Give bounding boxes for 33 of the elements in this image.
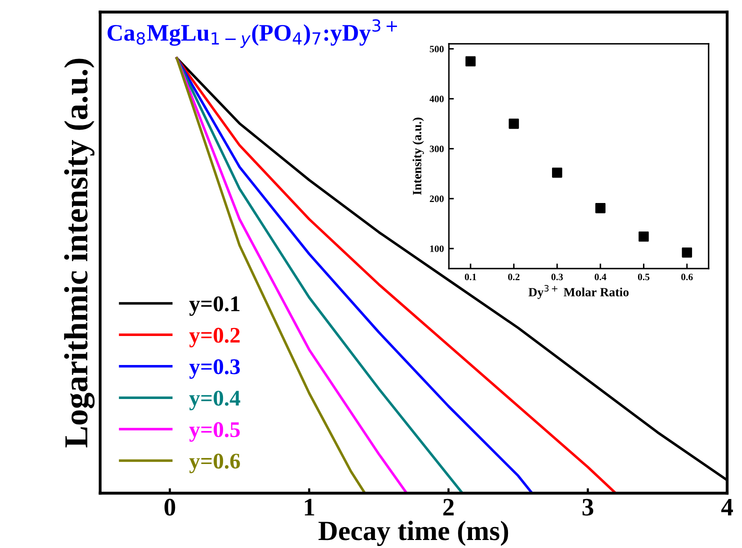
x-tick-label: 0.3	[551, 274, 563, 280]
x-tick-label: 0.1	[464, 274, 476, 280]
x-axis-title: Decay time (ms)	[318, 520, 508, 546]
point	[595, 203, 606, 214]
legend-label: y=0.2	[189, 328, 240, 348]
x-tick-label: 0.2	[508, 274, 520, 280]
legend-label: y=0.4	[189, 390, 240, 410]
legend-label: y=0.5	[189, 422, 240, 442]
x-tick-label: 0	[164, 498, 176, 516]
y-tick-label: 100	[430, 245, 444, 252]
y-axis-title: Intensity (a.u.)	[412, 118, 424, 195]
x-tick-label: 0.6	[681, 274, 693, 280]
x-tick-label: 1	[304, 498, 314, 516]
y-axis-title: Logarithmic intensity (a.u.)	[64, 58, 95, 448]
x-tick-label: 0.4	[594, 274, 606, 280]
point	[508, 118, 519, 129]
legend-label: y=0.3	[189, 359, 240, 379]
x-axis-title: Dy$^{3+}$ Molar Ratio	[528, 284, 629, 299]
point	[552, 168, 562, 178]
point	[465, 56, 476, 66]
legend-label: y=0.6	[189, 454, 240, 474]
y-tick-label: 500	[430, 46, 444, 52]
y-tick-label: 300	[430, 146, 444, 152]
legend-label: y=0.1	[189, 296, 240, 316]
y-tick-label: 400	[430, 96, 444, 102]
x-tick-label: 0.5	[638, 274, 650, 280]
y-tick-label: 200	[430, 196, 444, 202]
x-tick-label: 3	[582, 498, 594, 516]
point	[638, 231, 649, 242]
x-tick-label: 4	[721, 498, 733, 516]
point	[682, 247, 692, 258]
x-tick-label: 2	[443, 498, 454, 516]
text: Ca$_{8}$MgLu$_{1−y}$(PO$_{4}$)$_{7}$:yDy$^{3+}$	[108, 19, 397, 48]
